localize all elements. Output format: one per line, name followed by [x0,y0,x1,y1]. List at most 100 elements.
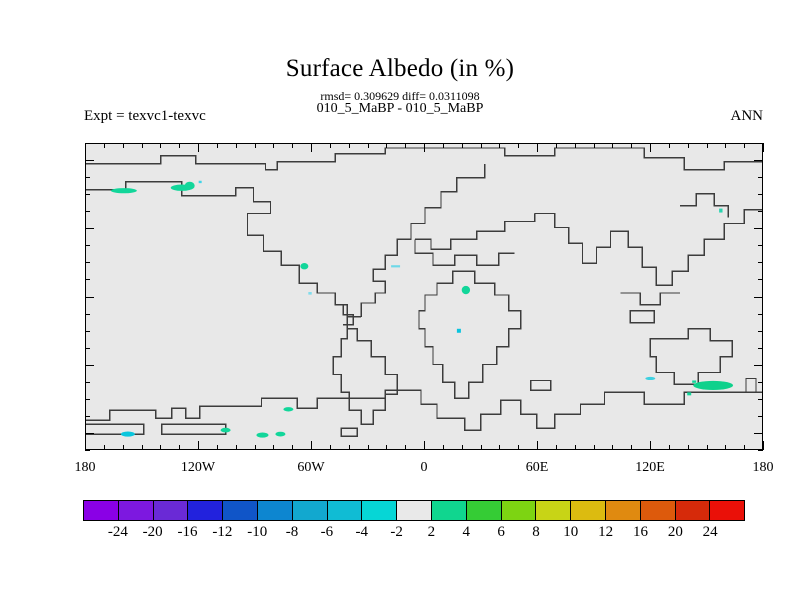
colorbar-cell-18 [710,501,745,520]
x-tick-top--70 [292,143,294,148]
x-tick-90 [593,445,595,450]
x-tick-top-140 [687,143,689,148]
colorbar-tick-2: 2 [427,524,436,540]
y-tick-right-80 [754,160,763,162]
y-tick-right--10 [758,313,763,315]
colorbar-cell-10 [431,501,467,520]
colorbar-tick--12: -12 [212,524,233,540]
y-tick--90 [85,450,90,451]
colorbar-tick--16: -16 [177,524,198,540]
x-tick-100 [612,445,614,450]
x-tick-10 [442,445,444,450]
colorbar-cell-1 [118,501,154,520]
colorbar-tick-6: 6 [497,524,505,540]
y-tick-80 [85,160,94,162]
y-tick-right--30 [758,347,763,349]
x-axis-label-0: 0 [420,460,428,475]
x-tick-60 [537,441,538,450]
colorbar-tick--10: -10 [247,524,268,540]
x-tick-170 [744,445,746,450]
x-tick-top--10 [405,143,407,148]
x-tick-top-10 [442,143,444,148]
y-tick-right--40 [754,364,763,366]
y-tick-0 [85,296,94,298]
y-tick--60 [85,398,90,400]
y-tick--10 [85,313,90,315]
x-tick-top--140 [160,143,162,148]
x-axis-label-120e: 120E [635,460,665,475]
colorbar-cell-14 [571,501,606,520]
x-tick-top-30 [480,143,482,148]
x-tick-120 [650,441,651,450]
x-tick-top-120 [650,143,651,152]
y-tick-60 [85,194,90,196]
x-tick-top-130 [668,143,670,148]
x-tick-top-180 [763,143,764,152]
x-tick-top--50 [329,143,331,148]
y-tick-right-10 [758,279,763,281]
colorbar-cell-16 [640,501,676,520]
x-tick-top-170 [744,143,746,148]
x-tick-150 [706,445,708,450]
x-tick-80 [574,445,576,450]
x-tick--120 [198,441,199,450]
colorbar-cell-12 [501,501,537,520]
x-tick--80 [273,445,275,450]
y-tick-20 [85,262,90,264]
y-tick-right--50 [758,381,763,383]
season-label: ANN [730,108,764,124]
y-tick--50 [85,381,90,383]
page-title: Surface Albedo (in %) [285,55,515,82]
colorbar-cell-13 [536,501,572,520]
x-tick--180 [85,441,86,450]
colorbar-tick-10: 10 [563,524,579,540]
x-tick-30 [480,445,482,450]
y-tick-right--20 [758,330,763,332]
x-tick-top-40 [499,143,501,148]
colorbar-cell-8 [362,501,398,520]
y-tick-right-40 [754,228,763,230]
x-axis-label-180e: 180 [752,460,774,475]
x-tick-20 [461,445,463,450]
x-tick-140 [687,445,689,450]
colorbar[interactable] [83,500,745,521]
y-tick-right--70 [758,415,763,417]
colorbar-tick--2: -2 [390,524,403,540]
x-tick-top--20 [386,143,388,148]
colorbar-tick-16: 16 [632,524,648,540]
x-tick-top--180 [85,143,86,152]
x-tick-top--160 [122,143,124,148]
y-tick-right-90 [758,143,763,144]
x-tick-top--80 [273,143,275,148]
colorbar-cell-15 [605,501,641,520]
x-axis-label-120w: 120W [180,460,216,475]
x-tick--150 [141,445,143,450]
y-tick-right--80 [754,432,763,434]
x-tick-top-0 [424,143,425,152]
y-tick--70 [85,415,90,417]
x-axis-label-60w: 60W [297,460,325,475]
x-tick-top-110 [631,143,633,148]
colorbar-tick-12: 12 [598,524,614,540]
colorbar-cell-11 [466,501,502,520]
y-tick-70 [85,177,90,179]
map-plot-area [85,143,763,450]
y-tick-30 [85,245,90,247]
x-tick-top--110 [216,143,218,148]
colorbar-tick-4: 4 [462,524,471,540]
anomaly-patches [110,180,734,438]
colorbar-tick--6: -6 [320,524,334,540]
colorbar-tick--24: -24 [107,524,128,540]
x-tick-top-70 [555,143,557,148]
y-tick-right--90 [758,450,763,451]
x-tick-40 [499,445,501,450]
colorbar-tick-20: 20 [667,524,683,540]
colorbar-cell-9 [397,501,432,520]
x-tick-top-60 [537,143,538,152]
x-tick--60 [311,441,312,450]
y-tick-90 [85,143,90,144]
y-tick-right-30 [758,245,763,247]
x-tick-top-160 [725,143,727,148]
x-tick--30 [367,445,369,450]
